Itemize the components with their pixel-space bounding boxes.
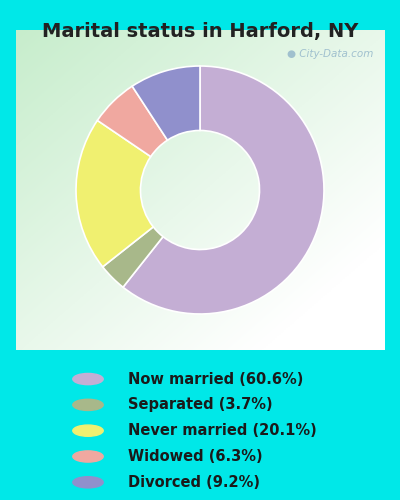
Wedge shape: [132, 66, 200, 140]
Text: Never married (20.1%): Never married (20.1%): [128, 423, 317, 438]
Wedge shape: [123, 66, 324, 314]
Text: Now married (60.6%): Now married (60.6%): [128, 372, 303, 386]
Wedge shape: [97, 86, 168, 156]
Text: Separated (3.7%): Separated (3.7%): [128, 398, 273, 412]
Text: ● City-Data.com: ● City-Data.com: [286, 49, 373, 59]
Text: Widowed (6.3%): Widowed (6.3%): [128, 449, 263, 464]
Wedge shape: [103, 227, 163, 287]
Circle shape: [73, 374, 103, 384]
Wedge shape: [76, 120, 153, 267]
Circle shape: [73, 476, 103, 488]
Circle shape: [73, 451, 103, 462]
Circle shape: [73, 400, 103, 410]
Circle shape: [73, 425, 103, 436]
Text: Divorced (9.2%): Divorced (9.2%): [128, 475, 260, 490]
Text: Marital status in Harford, NY: Marital status in Harford, NY: [42, 22, 358, 41]
